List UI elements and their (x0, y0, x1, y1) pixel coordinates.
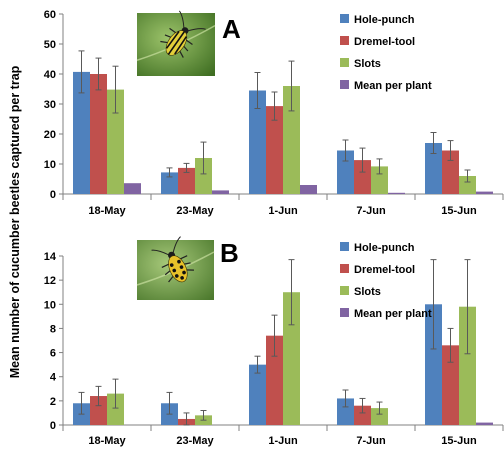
bar-dremel-tool (354, 160, 371, 194)
legend-label: Slots (354, 286, 381, 298)
bar-dremel-tool (266, 106, 283, 194)
x-tick-label: 7-Jun (356, 435, 386, 447)
bar-dremel-tool (266, 335, 283, 425)
bar-dremel-tool (442, 345, 459, 425)
bar-slots (459, 176, 476, 194)
y-tick-label: 14 (44, 251, 57, 263)
legend-label: Dremel-tool (354, 264, 415, 276)
bar-dremel-tool (178, 167, 195, 194)
legend-label: Hole-punch (354, 242, 415, 254)
bar-slots (107, 89, 124, 194)
bar-mean-per-plant (300, 185, 317, 194)
y-tick-label: 6 (50, 348, 56, 360)
bar-slots (283, 292, 300, 425)
chart-panel-a: 0 10 20 30 40 50 60 18-May 23-May 1-Jun 7-Jun 15-Ju… (44, 9, 504, 217)
bar-hole-punch (337, 150, 354, 194)
x-tick-label: 18-May (88, 435, 126, 447)
y-tick-label: 12 (44, 275, 56, 287)
bar-mean-per-plant (476, 422, 493, 425)
bar-dremel-tool (442, 150, 459, 194)
bar-hole-punch (337, 398, 354, 425)
x-tick-label: 15-Jun (441, 205, 477, 217)
y-tick-label: 40 (44, 69, 56, 81)
legend-label: Mean per plant (354, 80, 432, 92)
legend-label: Slots (354, 58, 381, 70)
legend-swatch (340, 286, 349, 295)
y-tick-label: 30 (44, 99, 56, 111)
y-tick-label: 10 (44, 159, 56, 171)
y-tick-label: 0 (50, 189, 56, 201)
legend-swatch (340, 58, 349, 67)
bar-mean-per-plant (388, 192, 405, 194)
x-tick-label: 1-Jun (268, 435, 298, 447)
bar-dremel-tool (354, 405, 371, 425)
legend: Hole-punch Dremel-tool Slots Mean per plant (340, 242, 432, 320)
legend-label: Dremel-tool (354, 36, 415, 48)
x-tick-label: 23-May (176, 205, 214, 217)
legend-swatch (340, 308, 349, 317)
legend-swatch (340, 36, 349, 45)
bar-hole-punch (73, 71, 90, 194)
y-tick-label: 50 (44, 39, 56, 51)
beetle-icon (160, 10, 206, 58)
y-tick-label: 4 (50, 372, 57, 384)
legend-swatch (340, 80, 349, 89)
bar-slots (107, 393, 124, 425)
bar-hole-punch (425, 304, 442, 425)
bar-dremel-tool (90, 74, 107, 194)
bar-slots (195, 158, 212, 194)
bar-slots (371, 408, 388, 425)
y-tick-label: 20 (44, 129, 56, 141)
legend-swatch (340, 242, 349, 251)
bar-hole-punch (425, 143, 442, 194)
panel-label: A (222, 14, 241, 44)
panel-label: B (220, 238, 239, 268)
bar-dremel-tool (90, 396, 107, 425)
legend-swatch (340, 14, 349, 23)
bar-slots (459, 306, 476, 425)
y-tick-label: 60 (44, 9, 56, 21)
bar-slots (371, 166, 388, 194)
legend-swatch (340, 264, 349, 273)
y-tick-label: 0 (50, 420, 56, 432)
spotted-cucumber-beetle-photo (136, 236, 215, 300)
legend-label: Mean per plant (354, 308, 432, 320)
bar-mean-per-plant (212, 190, 229, 194)
bar-mean-per-plant (476, 191, 493, 194)
bar-hole-punch (249, 90, 266, 194)
bar-hole-punch (161, 172, 178, 194)
x-tick-label: 1-Jun (268, 205, 298, 217)
legend-label: Hole-punch (354, 14, 415, 26)
striped-cucumber-beetle-photo (136, 10, 216, 76)
bar-hole-punch (249, 364, 266, 425)
y-tick-label: 10 (44, 299, 56, 311)
x-tick-label: 15-Jun (441, 435, 477, 447)
bar-mean-per-plant (124, 183, 141, 194)
y-tick-label: 2 (50, 396, 56, 408)
bar-slots (283, 86, 300, 194)
y-tick-label: 8 (50, 323, 56, 335)
legend: Hole-punch Dremel-tool Slots Mean per plant (340, 14, 432, 92)
x-tick-label: 23-May (176, 435, 214, 447)
x-tick-label: 18-May (88, 205, 126, 217)
y-axis-label: Mean number of cucumber beetles captured… (8, 65, 22, 378)
x-tick-label: 7-Jun (356, 205, 386, 217)
beetle-icon (151, 236, 194, 283)
chart-panel-b: 0 2 4 6 8 10 12 14 18-May 23-May 1-Jun 7-Jun 15-Jun B… (44, 236, 504, 447)
